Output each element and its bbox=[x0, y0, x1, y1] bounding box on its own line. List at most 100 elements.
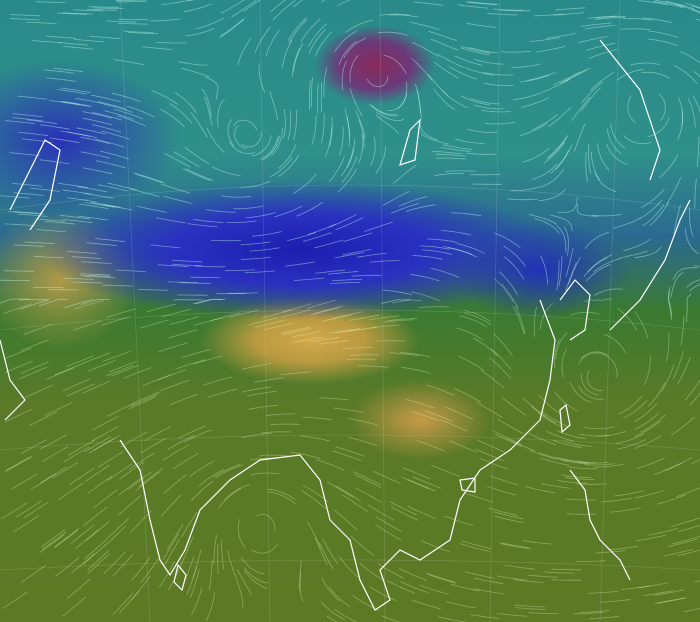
streamline bbox=[493, 515, 524, 523]
streamline bbox=[150, 244, 181, 249]
streamline bbox=[431, 465, 460, 477]
streamline bbox=[251, 543, 278, 554]
streamline bbox=[164, 152, 191, 168]
streamline bbox=[67, 131, 98, 139]
streamline bbox=[622, 18, 653, 21]
streamline bbox=[689, 206, 694, 237]
streamline bbox=[529, 37, 560, 42]
streamline bbox=[519, 122, 548, 136]
streamline bbox=[341, 60, 347, 91]
streamline bbox=[370, 105, 399, 117]
streamline bbox=[307, 223, 336, 235]
streamline bbox=[306, 299, 336, 309]
streamline bbox=[44, 402, 73, 416]
streamline bbox=[640, 71, 670, 79]
streamline bbox=[111, 364, 140, 377]
streamline bbox=[426, 384, 455, 396]
streamline bbox=[90, 202, 121, 208]
streamline bbox=[269, 157, 293, 178]
streamline bbox=[20, 339, 49, 352]
streamline bbox=[160, 379, 190, 391]
streamline bbox=[71, 256, 102, 259]
streamline bbox=[83, 192, 114, 199]
taiwan bbox=[559, 403, 571, 434]
streamline bbox=[510, 186, 541, 192]
streamline bbox=[672, 267, 698, 280]
streamline bbox=[310, 337, 340, 343]
streamline bbox=[24, 241, 55, 245]
streamline bbox=[278, 144, 297, 169]
streamline bbox=[91, 94, 121, 103]
streamline bbox=[630, 62, 660, 66]
streamline bbox=[262, 135, 280, 160]
streamline bbox=[137, 289, 168, 291]
streamline bbox=[327, 481, 354, 498]
streamline bbox=[81, 261, 112, 264]
streamline bbox=[234, 125, 247, 149]
streamline bbox=[245, 270, 276, 274]
streamline bbox=[536, 46, 566, 53]
streamline bbox=[424, 410, 453, 422]
streamline bbox=[430, 268, 460, 279]
streamline bbox=[131, 556, 151, 581]
streamline bbox=[130, 393, 159, 407]
streamline bbox=[323, 67, 328, 98]
streamline bbox=[634, 311, 649, 339]
streamline bbox=[581, 22, 612, 27]
streamline bbox=[425, 572, 455, 583]
streamline bbox=[668, 286, 673, 317]
streamline bbox=[69, 467, 95, 485]
streamline bbox=[443, 246, 473, 255]
streamline bbox=[161, 0, 192, 5]
streamline bbox=[0, 195, 31, 199]
streamline bbox=[213, 534, 218, 565]
streamline bbox=[115, 0, 146, 1]
streamline bbox=[144, 426, 171, 442]
streamline bbox=[483, 72, 514, 76]
streamline bbox=[32, 40, 63, 44]
streamline bbox=[233, 205, 264, 210]
streamline bbox=[588, 590, 619, 594]
streamline bbox=[657, 494, 687, 505]
streamline bbox=[282, 303, 312, 313]
streamline bbox=[573, 123, 586, 152]
streamline bbox=[63, 446, 90, 463]
streamline bbox=[46, 77, 77, 82]
streamline bbox=[459, 315, 488, 328]
streamline bbox=[400, 352, 431, 358]
streamline bbox=[319, 397, 350, 401]
streamline bbox=[338, 556, 361, 579]
streamline bbox=[0, 298, 30, 304]
streamline bbox=[112, 592, 134, 615]
streamline bbox=[64, 299, 94, 309]
streamline bbox=[569, 381, 592, 403]
streamline bbox=[89, 35, 120, 40]
streamline bbox=[293, 43, 304, 72]
streamline bbox=[634, 412, 660, 431]
streamline bbox=[248, 317, 278, 326]
streamline bbox=[392, 164, 417, 185]
streamline bbox=[493, 232, 521, 249]
streamline bbox=[213, 463, 241, 478]
streamline bbox=[287, 17, 307, 42]
streamline bbox=[240, 256, 271, 260]
streamline bbox=[467, 128, 498, 133]
streamline bbox=[311, 77, 314, 108]
streamline bbox=[634, 246, 662, 259]
streamline bbox=[329, 117, 333, 147]
streamline bbox=[596, 430, 627, 437]
streamline bbox=[490, 347, 512, 371]
streamline bbox=[497, 418, 524, 435]
streamline bbox=[182, 168, 211, 181]
streamline bbox=[435, 153, 466, 157]
streamline bbox=[19, 366, 48, 380]
streamline bbox=[59, 101, 90, 107]
streamline bbox=[673, 64, 698, 84]
streamline bbox=[321, 538, 339, 565]
streamline bbox=[132, 391, 161, 404]
streamline bbox=[375, 524, 402, 541]
streamline bbox=[101, 130, 131, 140]
streamline bbox=[13, 515, 40, 533]
